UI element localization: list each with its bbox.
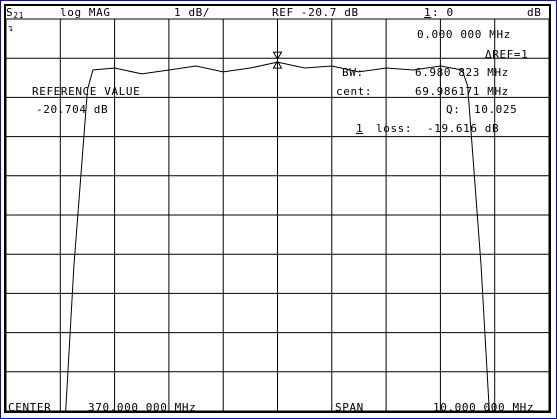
marker-number: 1 — [424, 6, 432, 19]
center-value: 370.000 000 MHz — [88, 401, 197, 414]
corner-marker-icon: ↴ — [8, 24, 15, 34]
center-frequency-label: cent: — [336, 85, 373, 98]
marker-symbols — [272, 51, 283, 69]
marker-frequency: 0.000 000 MHz — [417, 28, 511, 41]
loss-value: -19.616 dB — [427, 122, 500, 135]
bandwidth-label: BW: — [342, 66, 364, 79]
loss-marker-number: 1 — [356, 122, 364, 135]
bandwidth-value: 6.980 823 MHz — [415, 66, 509, 79]
format-label: log MAG — [60, 6, 111, 19]
reference-value-title: REFERENCE VALUE — [32, 85, 141, 98]
reference-value: -20.704 dB — [36, 103, 109, 116]
loss-label: loss: — [376, 122, 413, 135]
unit-label: dB — [527, 6, 542, 19]
marker-triangle-2 — [272, 60, 283, 69]
span-label: SPAN — [335, 401, 364, 414]
center-label: CENTER — [8, 401, 52, 414]
span-value: 10.000 000 MHz — [433, 401, 535, 414]
marker-separator: : 0 — [432, 6, 454, 19]
q-value: 10.025 — [474, 103, 518, 116]
scale-label: 1 dB/ — [174, 6, 211, 19]
q-label: Q: — [446, 103, 461, 116]
center-frequency-value: 69.986171 MHz — [415, 85, 509, 98]
inner-frame — [4, 4, 551, 413]
reference-level-label: REF -20.7 dB — [272, 6, 359, 19]
parameter-label: S21 — [6, 6, 25, 21]
delta-reference: ΔREF=1 — [485, 48, 529, 61]
grid-lines — [5, 18, 550, 412]
marker-triangle-1 — [272, 51, 283, 61]
